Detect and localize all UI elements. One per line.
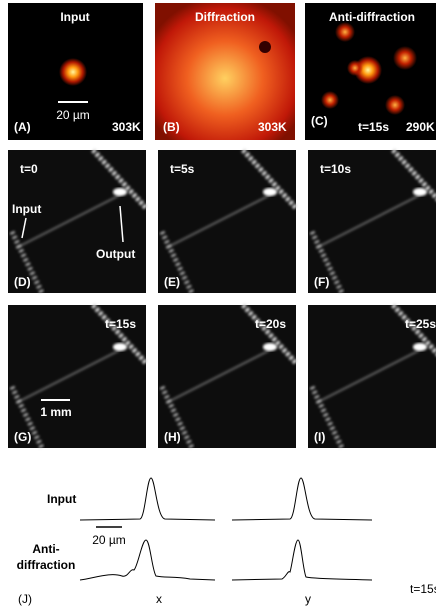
blob (385, 95, 405, 115)
waveguide-panels: t=0 (D) Input Output t=5s (E) t=10s (F) t=15s (G)… (8, 150, 436, 448)
waveguide-panel: t=0 (D) Input Output (8, 150, 146, 293)
profile-curve (232, 540, 372, 580)
blob (335, 22, 355, 42)
profile-curve (232, 478, 372, 520)
panel-label: (G) (14, 430, 31, 444)
blob (347, 60, 363, 76)
panel-label: (E) (164, 275, 180, 289)
axis-label: x (156, 592, 162, 606)
time: t=15s (410, 582, 436, 596)
panel-label: (F) (314, 275, 329, 289)
row-label: diffraction (17, 558, 76, 572)
profiles: Input Anti- diffraction 20 µm (J) x y t=… (17, 478, 436, 606)
annotation: Output (96, 247, 135, 261)
panel-label: (A) (14, 120, 31, 134)
figure: Input 20 µm (A) 303K Diffraction (B) 303… (0, 0, 436, 612)
input-spot (59, 58, 87, 86)
waveguide-panel: t=20s (H) (158, 305, 296, 448)
waveguide-panel: t=10s (F) (308, 150, 436, 293)
scale-label: 20 µm (92, 533, 126, 547)
panel-label: (I) (314, 430, 325, 444)
temperature: 303K (112, 120, 141, 134)
axis-label: y (305, 592, 311, 606)
panel-title: Diffraction (195, 10, 255, 24)
panel-label: (C) (311, 114, 328, 128)
time: t=15s (105, 317, 136, 331)
time: t=20s (255, 317, 286, 331)
panel-title: Anti-diffraction (329, 10, 415, 24)
temperature: 303K (258, 120, 287, 134)
panel-title: Input (60, 10, 89, 24)
row-label: Anti- (32, 542, 59, 556)
waveguide-panel: t=15s (G) 1 mm (8, 305, 146, 448)
waveguide-panel: t=25s (I) (308, 305, 436, 448)
time: t=10s (320, 162, 351, 176)
panel-label: (J) (18, 592, 32, 606)
scale-label: 1 mm (40, 405, 71, 419)
profile-curve (80, 478, 215, 520)
time: t=15s (358, 120, 389, 134)
blob (321, 91, 339, 109)
dark-spot (259, 41, 271, 53)
panel-label: (H) (164, 430, 181, 444)
row-label: Input (47, 492, 76, 506)
top-row: Input 20 µm (A) 303K Diffraction (B) 303… (8, 3, 436, 140)
panel-label: (D) (14, 275, 31, 289)
scale-label: 20 µm (56, 108, 90, 122)
annotation: Input (12, 202, 41, 216)
blob (393, 46, 417, 70)
time: t=0 (20, 162, 38, 176)
time: t=25s (405, 317, 436, 331)
panel-label: (B) (163, 120, 180, 134)
temperature: 290K (406, 120, 435, 134)
time: t=5s (170, 162, 195, 176)
waveguide-panel: t=5s (E) (158, 150, 296, 293)
